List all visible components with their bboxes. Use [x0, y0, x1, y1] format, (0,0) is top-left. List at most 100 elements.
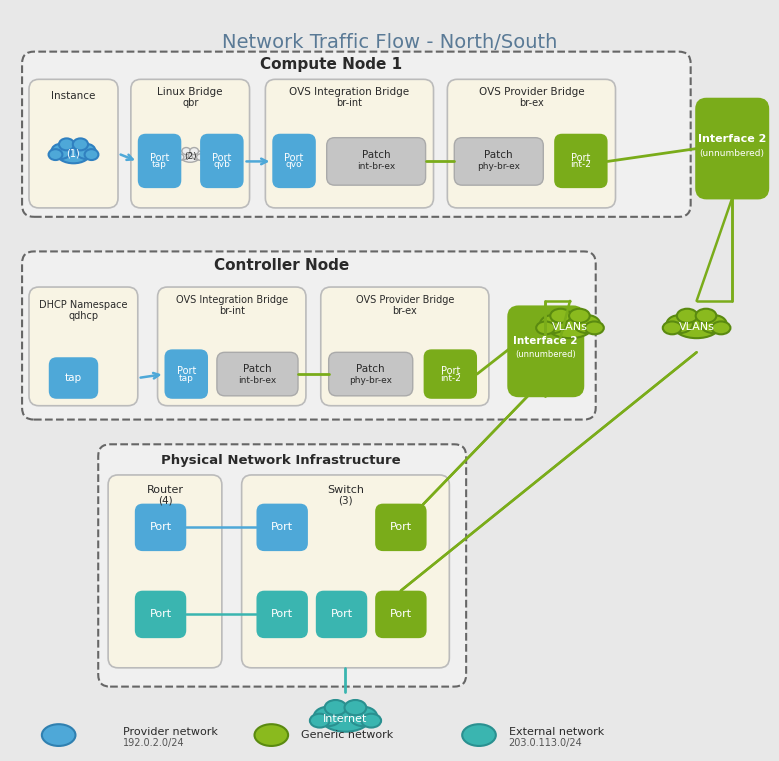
FancyBboxPatch shape — [217, 352, 298, 396]
Ellipse shape — [76, 144, 96, 159]
Ellipse shape — [196, 154, 204, 161]
Text: Port: Port — [212, 153, 231, 163]
FancyBboxPatch shape — [424, 349, 477, 399]
Ellipse shape — [667, 315, 693, 333]
FancyBboxPatch shape — [29, 79, 118, 208]
Ellipse shape — [310, 714, 330, 728]
Ellipse shape — [344, 700, 366, 715]
Ellipse shape — [176, 154, 184, 161]
FancyBboxPatch shape — [49, 357, 98, 399]
Text: Provider network: Provider network — [123, 727, 218, 737]
Ellipse shape — [540, 315, 566, 333]
FancyBboxPatch shape — [164, 349, 208, 399]
Text: qdhcp: qdhcp — [69, 310, 98, 320]
FancyBboxPatch shape — [241, 475, 449, 668]
FancyBboxPatch shape — [108, 475, 222, 668]
FancyBboxPatch shape — [256, 504, 308, 551]
Ellipse shape — [585, 321, 604, 334]
Text: Internet: Internet — [323, 715, 368, 724]
Text: Network Traffic Flow - North/South: Network Traffic Flow - North/South — [222, 33, 558, 53]
Text: br-int: br-int — [219, 306, 245, 316]
Text: qbr: qbr — [182, 98, 199, 108]
Ellipse shape — [57, 144, 90, 164]
Text: (3): (3) — [338, 495, 353, 505]
Text: (4): (4) — [158, 495, 173, 505]
Text: int-br-ex: int-br-ex — [238, 375, 277, 384]
FancyBboxPatch shape — [321, 287, 489, 406]
Text: Port: Port — [571, 153, 590, 163]
FancyBboxPatch shape — [509, 307, 583, 396]
Ellipse shape — [574, 315, 600, 333]
Ellipse shape — [677, 309, 697, 323]
FancyBboxPatch shape — [200, 134, 244, 188]
FancyBboxPatch shape — [22, 251, 596, 419]
Text: OVS Integration Bridge: OVS Integration Bridge — [176, 295, 287, 305]
Ellipse shape — [42, 724, 76, 746]
Text: External network: External network — [509, 727, 604, 737]
Text: Port: Port — [150, 610, 171, 619]
Text: qvb: qvb — [213, 161, 231, 170]
Text: Port: Port — [441, 366, 460, 376]
Ellipse shape — [59, 139, 74, 151]
Text: phy-br-ex: phy-br-ex — [349, 375, 392, 384]
Text: br-ex: br-ex — [519, 98, 544, 108]
Ellipse shape — [314, 707, 341, 726]
FancyBboxPatch shape — [135, 504, 186, 551]
Text: phy-br-ex: phy-br-ex — [478, 162, 520, 171]
Text: Switch: Switch — [327, 485, 364, 495]
Ellipse shape — [663, 321, 682, 334]
FancyBboxPatch shape — [135, 591, 186, 638]
Text: tap: tap — [179, 374, 194, 383]
FancyBboxPatch shape — [256, 591, 308, 638]
Ellipse shape — [462, 724, 495, 746]
Text: Compute Node 1: Compute Node 1 — [259, 57, 402, 72]
FancyBboxPatch shape — [696, 99, 768, 198]
Text: br-int: br-int — [337, 98, 362, 108]
Text: DHCP Namespace: DHCP Namespace — [39, 300, 128, 310]
Text: Generic network: Generic network — [301, 730, 393, 740]
Text: Linux Bridge: Linux Bridge — [157, 88, 223, 97]
Text: Port: Port — [330, 610, 353, 619]
Text: Port: Port — [150, 153, 169, 163]
Ellipse shape — [700, 315, 727, 333]
Text: VLANs: VLANs — [552, 322, 588, 332]
FancyBboxPatch shape — [273, 134, 315, 188]
Ellipse shape — [350, 707, 377, 726]
FancyBboxPatch shape — [157, 287, 306, 406]
Ellipse shape — [548, 315, 593, 338]
Text: Port: Port — [284, 153, 304, 163]
FancyBboxPatch shape — [266, 79, 433, 208]
Text: Physical Network Infrastructure: Physical Network Infrastructure — [161, 454, 401, 466]
Ellipse shape — [51, 144, 71, 159]
Ellipse shape — [190, 148, 199, 154]
Text: Patch: Patch — [356, 364, 385, 374]
Text: int-2: int-2 — [440, 374, 460, 383]
Ellipse shape — [178, 151, 189, 160]
Text: Interface 2: Interface 2 — [698, 134, 767, 144]
FancyBboxPatch shape — [447, 79, 615, 208]
FancyBboxPatch shape — [454, 138, 543, 185]
Text: qvo: qvo — [286, 161, 302, 170]
FancyBboxPatch shape — [375, 504, 427, 551]
Ellipse shape — [325, 700, 347, 715]
FancyBboxPatch shape — [29, 287, 138, 406]
Ellipse shape — [712, 321, 731, 334]
Ellipse shape — [255, 724, 288, 746]
Text: Port: Port — [271, 522, 293, 533]
Text: OVS Integration Bridge: OVS Integration Bridge — [289, 88, 410, 97]
Text: int-br-ex: int-br-ex — [357, 162, 395, 171]
Text: Controller Node: Controller Node — [213, 258, 349, 272]
Ellipse shape — [72, 139, 88, 151]
Ellipse shape — [696, 309, 717, 323]
Text: VLANs: VLANs — [679, 322, 714, 332]
Ellipse shape — [569, 309, 590, 323]
FancyBboxPatch shape — [22, 52, 691, 217]
Text: Port: Port — [150, 522, 171, 533]
Ellipse shape — [181, 151, 199, 162]
Text: br-ex: br-ex — [393, 306, 418, 316]
Ellipse shape — [85, 149, 98, 160]
Ellipse shape — [48, 149, 62, 160]
Ellipse shape — [550, 309, 571, 323]
FancyBboxPatch shape — [554, 134, 608, 188]
Text: OVS Provider Bridge: OVS Provider Bridge — [478, 88, 584, 97]
